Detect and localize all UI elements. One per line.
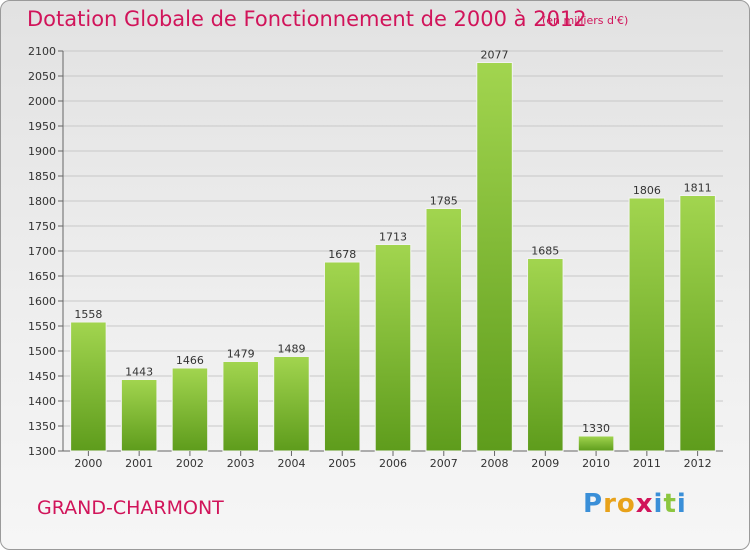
- x-tick-label-2002: 2002: [176, 457, 204, 470]
- data-label-2011: 1806: [633, 184, 661, 197]
- data-label-2003: 1479: [227, 348, 255, 361]
- logo-letter: P: [583, 489, 604, 519]
- data-label-2008: 2077: [481, 49, 509, 62]
- proxiti-logo: Proxiti: [583, 489, 687, 519]
- y-tick-label: 1750: [28, 220, 56, 233]
- logo-letter: x: [635, 489, 654, 519]
- y-tick-label: 1850: [28, 170, 56, 183]
- x-tick-label-2005: 2005: [328, 457, 356, 470]
- x-tick-label-2004: 2004: [277, 457, 305, 470]
- y-tick-label: 1500: [28, 345, 56, 358]
- logo-letter: t: [663, 489, 677, 519]
- data-label-2004: 1489: [277, 343, 305, 356]
- y-tick-label: 1700: [28, 245, 56, 258]
- y-tick-label: 1400: [28, 395, 56, 408]
- data-label-2007: 1785: [430, 195, 458, 208]
- bar-2004: [273, 356, 310, 452]
- y-tick-label: 1800: [28, 195, 56, 208]
- y-tick-label: 1550: [28, 320, 56, 333]
- x-tick-label-2003: 2003: [227, 457, 255, 470]
- x-tick-label-2011: 2011: [633, 457, 661, 470]
- x-tick-label-2001: 2001: [125, 457, 153, 470]
- data-label-2012: 1811: [684, 182, 712, 195]
- bar-2001: [120, 379, 158, 452]
- y-tick-label: 1900: [28, 145, 56, 158]
- data-label-2006: 1713: [379, 231, 407, 244]
- x-tick-label-2012: 2012: [684, 457, 712, 470]
- bar-2008: [476, 62, 513, 452]
- data-labels: 1558 1443 1466 1479 1489 1678 1713 1785 2077 1685…: [74, 49, 711, 436]
- y-tick-label: 2050: [28, 70, 56, 83]
- logo-letter: o: [616, 489, 636, 519]
- y-tick-label: 1650: [28, 270, 56, 283]
- bar-2003: [222, 361, 259, 452]
- data-label-2005: 1678: [328, 248, 356, 261]
- logo-letter: r: [603, 489, 617, 519]
- x-tick-label-2007: 2007: [430, 457, 458, 470]
- y-tick-label: 1350: [28, 420, 56, 433]
- logo-letter: i: [676, 489, 687, 519]
- commune-name: GRAND-CHARMONT: [37, 497, 224, 519]
- y-tick-label: 1450: [28, 370, 56, 383]
- data-label-2002: 1466: [176, 354, 204, 367]
- bar-2011: [628, 197, 666, 452]
- bar-2010: [577, 435, 615, 452]
- logo-letter: i: [653, 489, 664, 519]
- y-tick-label: 1600: [28, 295, 56, 308]
- y-tick-label: 1950: [28, 120, 56, 133]
- bar-2007: [425, 208, 463, 452]
- x-tick-label-2000: 2000: [74, 457, 102, 470]
- bar-2012: [679, 195, 716, 452]
- data-label-2010: 1330: [582, 422, 610, 435]
- chart-subtitle: (en milliers d'€): [542, 14, 629, 27]
- y-tick-label: 2100: [28, 45, 56, 58]
- x-tick-label-2010: 2010: [582, 457, 610, 470]
- data-label-2001: 1443: [125, 366, 153, 379]
- x-tick-label-2006: 2006: [379, 457, 407, 470]
- x-axis: 2000 2001 2002 2003 2004 2005 2006 2007 2008 2009…: [74, 451, 712, 470]
- data-label-2009: 1685: [531, 245, 559, 258]
- chart-title: Dotation Globale de Fonctionnement de 20…: [27, 7, 587, 31]
- x-tick-label-2008: 2008: [481, 457, 509, 470]
- y-tick-label: 2000: [28, 95, 56, 108]
- bar-2002: [171, 367, 209, 452]
- bar-2000: [70, 321, 107, 452]
- bar-2005: [323, 261, 361, 452]
- bar-2009: [527, 258, 564, 452]
- data-label-2000: 1558: [74, 308, 102, 321]
- y-tick-label: 1300: [28, 445, 56, 458]
- bars: [70, 62, 716, 452]
- bar-2006: [374, 244, 412, 452]
- x-tick-label-2009: 2009: [531, 457, 559, 470]
